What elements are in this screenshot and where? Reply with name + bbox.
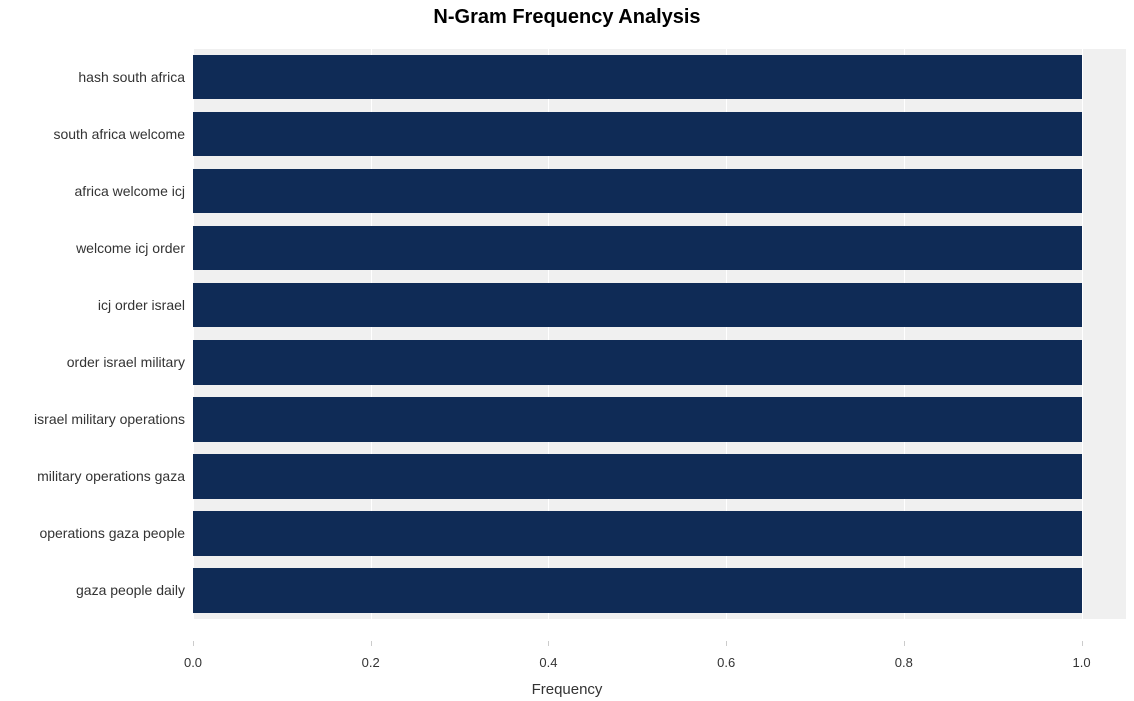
y-tick-label: military operations gaza	[37, 468, 193, 484]
x-tick-mark	[548, 641, 549, 646]
x-gridline	[1082, 35, 1083, 641]
x-tick-label: 1.0	[1073, 655, 1091, 670]
bar	[193, 55, 1082, 99]
bar	[193, 454, 1082, 498]
x-tick-mark	[1082, 641, 1083, 646]
y-tick-label: south africa welcome	[53, 126, 193, 142]
y-tick-label: hash south africa	[78, 69, 193, 85]
x-tick-label: 0.8	[895, 655, 913, 670]
bar	[193, 568, 1082, 612]
bar	[193, 283, 1082, 327]
x-tick-label: 0.0	[184, 655, 202, 670]
y-tick-label: operations gaza people	[39, 525, 193, 541]
bar	[193, 226, 1082, 270]
bar	[193, 112, 1082, 156]
x-tick-mark	[193, 641, 194, 646]
x-tick-mark	[371, 641, 372, 646]
x-axis-label: Frequency	[0, 681, 1134, 698]
y-tick-label: icj order israel	[98, 297, 193, 313]
x-tick-mark	[726, 641, 727, 646]
bar	[193, 511, 1082, 555]
y-tick-label: order israel military	[67, 354, 193, 370]
y-tick-label: africa welcome icj	[75, 183, 193, 199]
x-tick-mark	[904, 641, 905, 646]
y-tick-label: israel military operations	[34, 411, 193, 427]
ngram-frequency-chart: N-Gram Frequency Analysis hash south afr…	[0, 0, 1134, 701]
y-tick-label: welcome icj order	[76, 240, 193, 256]
x-tick-label: 0.6	[717, 655, 735, 670]
bar	[193, 397, 1082, 441]
y-tick-label: gaza people daily	[76, 582, 193, 598]
x-tick-label: 0.2	[362, 655, 380, 670]
x-tick-label: 0.4	[539, 655, 557, 670]
chart-title: N-Gram Frequency Analysis	[0, 6, 1134, 29]
bar	[193, 340, 1082, 384]
plot-area: hash south africasouth africa welcomeafr…	[193, 35, 1126, 641]
bar	[193, 169, 1082, 213]
